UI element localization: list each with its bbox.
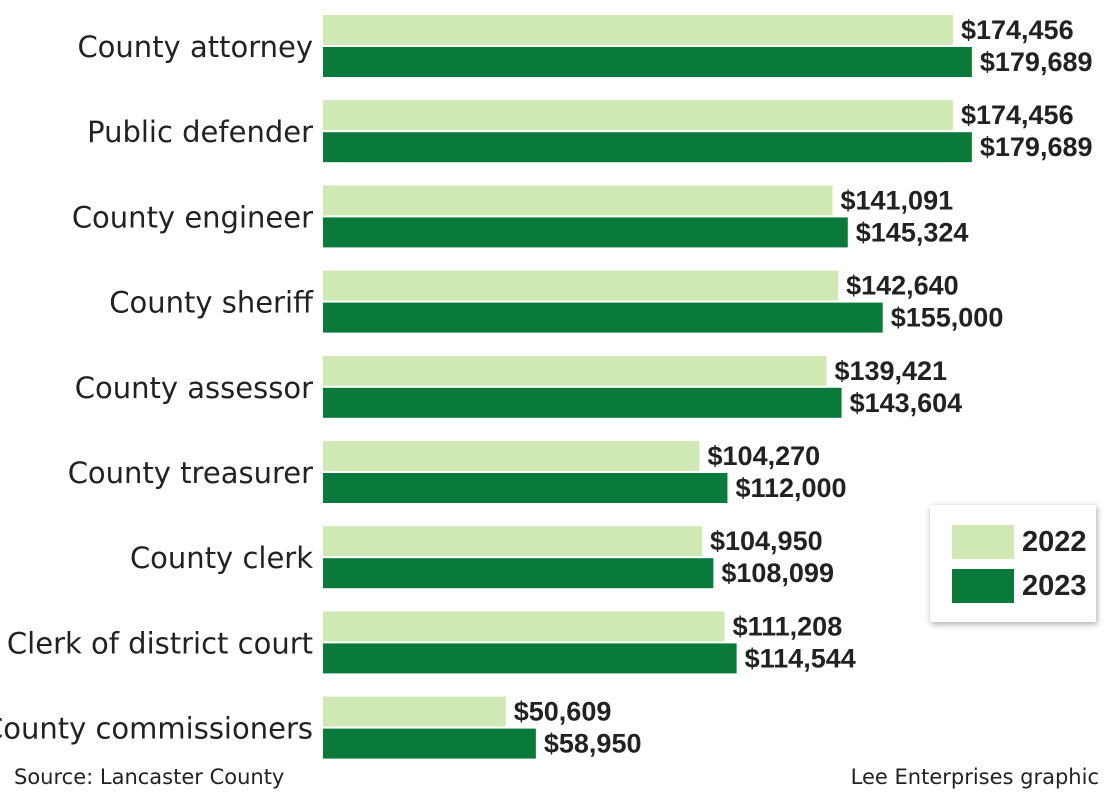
legend-item-2022: 2022 [952, 525, 1087, 559]
value-label-county-commissioners-2023: $58,950 [544, 729, 642, 759]
value-label-public-defender-2022: $174,456 [961, 100, 1074, 130]
bar-county-sheriff-2022 [323, 270, 839, 301]
value-label-clerk-of-district-court-2022: $111,208 [733, 611, 843, 641]
bar-county-sheriff-2023 [323, 302, 883, 333]
legend-swatch-2022 [952, 525, 1014, 559]
value-label-county-treasurer-2022: $104,270 [708, 441, 821, 471]
value-label-county-assessor-2023: $143,604 [850, 388, 963, 418]
legend: 2022 2023 [930, 505, 1096, 622]
category-label-county-engineer: County engineer [72, 200, 313, 234]
bar-county-engineer-2023 [323, 217, 848, 248]
value-label-county-attorney-2023: $179,689 [980, 47, 1093, 77]
category-label-county-assessor: County assessor [75, 371, 313, 405]
value-label-clerk-of-district-court-2023: $114,544 [745, 643, 856, 673]
bar-county-clerk-2023 [323, 558, 714, 589]
legend-label-2023: 2023 [1022, 569, 1087, 602]
bar-county-treasurer-2022 [323, 441, 700, 471]
bar-clerk-of-district-court-2022 [323, 611, 725, 642]
bar-county-clerk-2022 [323, 526, 702, 557]
value-label-public-defender-2023: $179,689 [980, 132, 1093, 162]
bar-county-attorney-2023 [323, 47, 972, 77]
value-label-county-attorney-2022: $174,456 [961, 15, 1074, 45]
bar-public-defender-2023 [323, 132, 972, 163]
category-label-county-sheriff: County sheriff [109, 286, 314, 320]
bar-county-commissioners-2023 [323, 728, 536, 759]
bar-county-commissioners-2022 [323, 696, 506, 727]
value-label-county-assessor-2022: $139,421 [834, 356, 947, 386]
legend-label-2022: 2022 [1022, 525, 1087, 558]
bar-county-attorney-2022 [323, 15, 953, 45]
legend-swatch-2023 [952, 569, 1014, 603]
bar-county-assessor-2023 [323, 387, 842, 418]
legend-item-2023: 2023 [952, 569, 1087, 603]
category-label-clerk-of-district-court: Clerk of district court [7, 626, 313, 660]
value-label-county-clerk-2023: $108,099 [721, 558, 834, 588]
source-note: Source: Lancaster County [14, 765, 285, 789]
value-label-county-treasurer-2023: $112,000 [735, 473, 846, 503]
value-label-county-engineer-2022: $141,091 [840, 185, 953, 215]
bar-county-treasurer-2023 [323, 473, 728, 503]
value-label-county-sheriff-2023: $155,000 [891, 303, 1004, 333]
bar-public-defender-2022 [323, 100, 953, 131]
category-label-public-defender: Public defender [87, 115, 313, 149]
value-label-county-clerk-2022: $104,950 [710, 526, 823, 556]
category-label-county-treasurer: County treasurer [68, 456, 313, 490]
value-label-county-commissioners-2022: $50,609 [514, 697, 612, 727]
credit-note: Lee Enterprises graphic [850, 765, 1099, 789]
bar-county-assessor-2022 [323, 355, 827, 386]
value-label-county-engineer-2023: $145,324 [856, 217, 969, 247]
category-label-county-clerk: County clerk [130, 541, 313, 575]
category-label-county-commissioners: County commissioners [0, 712, 313, 746]
value-label-county-sheriff-2022: $142,640 [846, 271, 959, 301]
category-label-county-attorney: County attorney [77, 30, 313, 64]
bar-clerk-of-district-court-2023 [323, 643, 737, 674]
bar-county-engineer-2022 [323, 185, 833, 216]
